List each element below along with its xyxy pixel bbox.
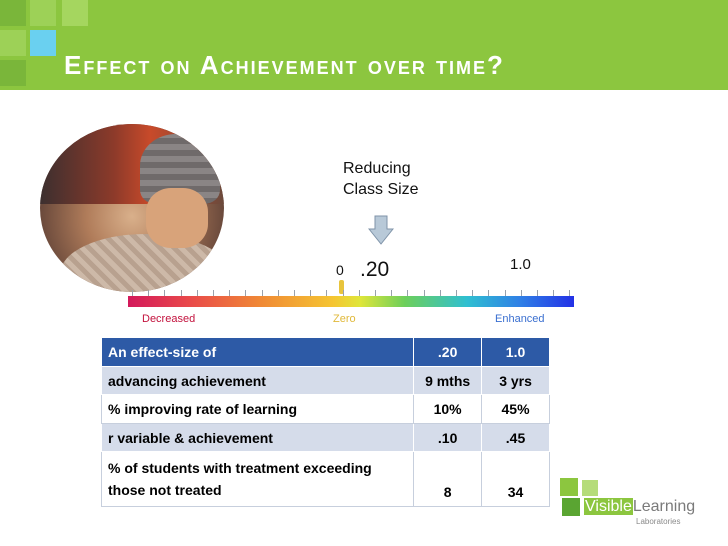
- scale-tick: [472, 290, 473, 296]
- decor-square: [30, 0, 56, 26]
- table-row: advancing achievement 9 mths 3 yrs: [100, 366, 550, 395]
- row-label: r variable & achievement: [100, 423, 415, 452]
- scale-tick: [521, 290, 522, 296]
- visible-learning-logo: VisibleLearning Laboratories: [560, 478, 710, 528]
- table-row: An effect-size of .20 1.0: [100, 337, 550, 367]
- scale-tick: [213, 290, 214, 296]
- scale-tick: [278, 290, 279, 296]
- scale-tick: [181, 290, 182, 296]
- title-banner: Effect on Achievement over time?: [0, 0, 728, 90]
- scale-origin-label: 0: [336, 262, 344, 278]
- row-label: % of students with treatment exceeding t…: [100, 451, 415, 507]
- scale-tick: [488, 290, 489, 296]
- value-cell: .20: [413, 337, 483, 367]
- scale-tick: [553, 290, 554, 296]
- scale-tick: [294, 290, 295, 296]
- row-label: An effect-size of: [100, 337, 415, 367]
- value-cell: .45: [481, 423, 550, 452]
- scale-tick: [326, 290, 327, 296]
- scale-tick: [132, 290, 133, 296]
- scale-max-label: 1.0: [510, 256, 531, 273]
- scale-tick: [505, 290, 506, 296]
- scale-tick: [148, 290, 149, 296]
- scale-tick: [391, 290, 392, 296]
- effect-spectrum-bar: [128, 296, 574, 307]
- scale-tick: [245, 290, 246, 296]
- row-label: advancing achievement: [100, 366, 415, 395]
- scale-tick: [569, 290, 570, 296]
- table-row: % of students with treatment exceeding t…: [100, 451, 550, 507]
- slide-title: Effect on Achievement over time?: [64, 50, 505, 80]
- scale-tick: [440, 290, 441, 296]
- effect-marker: [339, 280, 344, 294]
- decor-square: [30, 30, 56, 56]
- marked-effect-value: .20: [360, 258, 390, 281]
- scale-tick: [375, 290, 376, 296]
- scale-tick: [359, 290, 360, 296]
- table-row: r variable & achievement .10 .45: [100, 423, 550, 452]
- logo-wordmark: VisibleLearning: [584, 498, 695, 516]
- value-cell: 3 yrs: [481, 366, 550, 395]
- scale-tick: [343, 290, 344, 296]
- value-cell: 34: [481, 451, 550, 507]
- effect-size-table: An effect-size of .20 1.0 advancing achi…: [100, 337, 550, 507]
- down-arrow-icon: [368, 215, 394, 245]
- scale-tick: [310, 290, 311, 296]
- intervention-label: Reducing Class Size: [343, 160, 419, 198]
- student-photo: [40, 124, 224, 292]
- scale-tick: [262, 290, 263, 296]
- value-cell: 8: [413, 451, 483, 507]
- value-cell: 9 mths: [413, 366, 483, 395]
- scale-tick: [229, 290, 230, 296]
- value-cell: .10: [413, 423, 483, 452]
- scale-tick: [164, 290, 165, 296]
- value-cell: 1.0: [481, 337, 550, 367]
- row-label: % improving rate of learning: [100, 394, 415, 424]
- value-cell: 10%: [413, 394, 483, 424]
- enhanced-label: Enhanced: [495, 313, 545, 325]
- zero-label: Zero: [333, 313, 356, 325]
- value-cell: 45%: [481, 394, 550, 424]
- table-row: % improving rate of learning 10% 45%: [100, 394, 550, 424]
- scale-tick: [456, 290, 457, 296]
- scale-tick: [424, 290, 425, 296]
- logo-word-learning: Learning: [632, 498, 696, 515]
- decor-square: [62, 0, 88, 26]
- decor-square: [0, 60, 26, 86]
- decor-square: [0, 30, 26, 56]
- decor-square: [0, 0, 26, 26]
- scale-tick: [407, 290, 408, 296]
- logo-word-visible: Visible: [584, 498, 633, 515]
- scale-tick: [197, 290, 198, 296]
- decreased-label: Decreased: [142, 313, 196, 325]
- scale-tick: [537, 290, 538, 296]
- logo-subtitle: Laboratories: [636, 517, 681, 526]
